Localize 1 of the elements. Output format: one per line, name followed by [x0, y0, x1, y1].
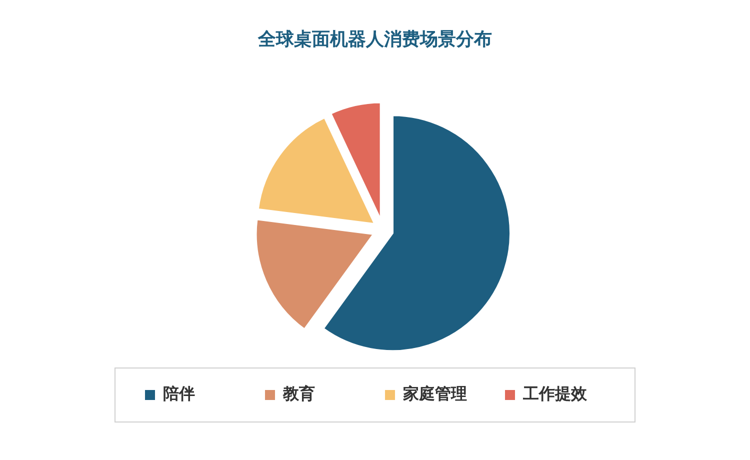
title: 全球桌面机器人消费场景分布	[258, 28, 492, 49]
